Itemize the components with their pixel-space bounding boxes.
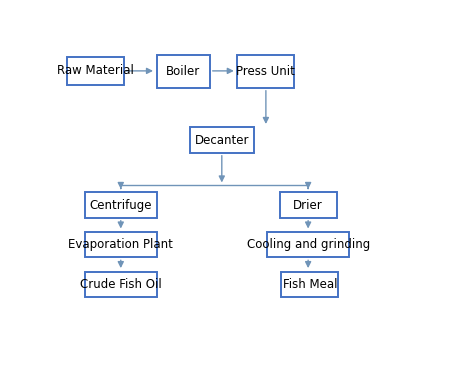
FancyBboxPatch shape [190,127,254,153]
Text: Crude Fish Oil: Crude Fish Oil [80,278,162,291]
Text: Decanter: Decanter [194,134,249,147]
FancyBboxPatch shape [280,192,337,218]
FancyBboxPatch shape [282,272,338,297]
Text: Drier: Drier [293,199,323,212]
Text: Evaporation Plant: Evaporation Plant [68,238,173,251]
Text: Cooling and grinding: Cooling and grinding [246,238,370,251]
Text: Raw Material: Raw Material [56,64,134,77]
FancyBboxPatch shape [66,57,124,85]
FancyBboxPatch shape [237,55,294,88]
FancyBboxPatch shape [85,232,156,257]
FancyBboxPatch shape [85,192,156,218]
Text: Press Unit: Press Unit [237,65,295,78]
FancyBboxPatch shape [156,55,210,88]
Text: Centrifuge: Centrifuge [90,199,152,212]
Text: Boiler: Boiler [166,65,201,78]
Text: Fish Meal: Fish Meal [283,278,337,291]
FancyBboxPatch shape [267,232,349,257]
FancyBboxPatch shape [85,272,156,297]
